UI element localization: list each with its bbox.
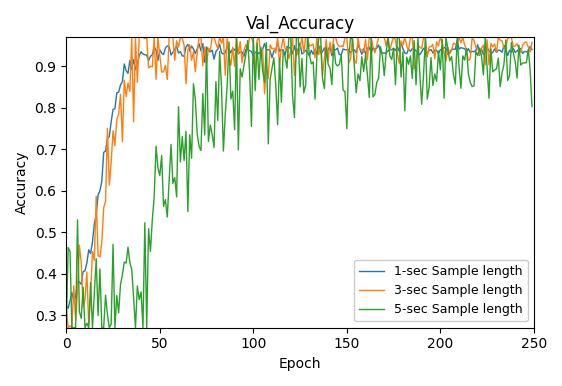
X-axis label: Epoch: Epoch bbox=[279, 357, 321, 371]
Line: 1-sec Sample length: 1-sec Sample length bbox=[66, 41, 532, 308]
5-sec Sample length bbox=[257, 45, 264, 49]
5-sec Sample length bbox=[334, 64, 341, 68]
5-sec Sample length bbox=[252, 88, 259, 93]
3-sec Sample length bbox=[132, 35, 139, 40]
1-sec Sample length bbox=[63, 304, 70, 308]
1-sec Sample length bbox=[257, 49, 264, 54]
5-sec Sample length bbox=[63, 325, 70, 330]
3-sec Sample length bbox=[529, 40, 536, 45]
3-sec Sample length bbox=[253, 38, 260, 43]
1-sec Sample length bbox=[142, 52, 148, 57]
5-sec Sample length bbox=[529, 104, 536, 109]
5-sec Sample length bbox=[139, 325, 146, 330]
1-sec Sample length bbox=[514, 49, 520, 53]
Line: 3-sec Sample length: 3-sec Sample length bbox=[66, 37, 532, 328]
1-sec Sample length bbox=[252, 50, 259, 54]
3-sec Sample length bbox=[143, 35, 150, 40]
Legend: 1-sec Sample length, 3-sec Sample length, 5-sec Sample length: 1-sec Sample length, 3-sec Sample length… bbox=[354, 260, 528, 322]
1-sec Sample length bbox=[334, 46, 341, 51]
3-sec Sample length bbox=[65, 325, 71, 330]
1-sec Sample length bbox=[65, 306, 71, 311]
Line: 5-sec Sample length: 5-sec Sample length bbox=[66, 37, 532, 328]
1-sec Sample length bbox=[529, 47, 536, 52]
3-sec Sample length bbox=[259, 47, 266, 52]
Y-axis label: Accuracy: Accuracy bbox=[15, 151, 29, 214]
3-sec Sample length bbox=[388, 41, 395, 45]
1-sec Sample length bbox=[454, 38, 461, 43]
3-sec Sample length bbox=[336, 44, 343, 49]
3-sec Sample length bbox=[63, 308, 70, 312]
1-sec Sample length bbox=[387, 47, 393, 52]
5-sec Sample length bbox=[250, 35, 257, 40]
3-sec Sample length bbox=[514, 41, 520, 46]
5-sec Sample length bbox=[512, 59, 519, 64]
Title: Val_Accuracy: Val_Accuracy bbox=[246, 15, 355, 33]
5-sec Sample length bbox=[387, 54, 393, 58]
